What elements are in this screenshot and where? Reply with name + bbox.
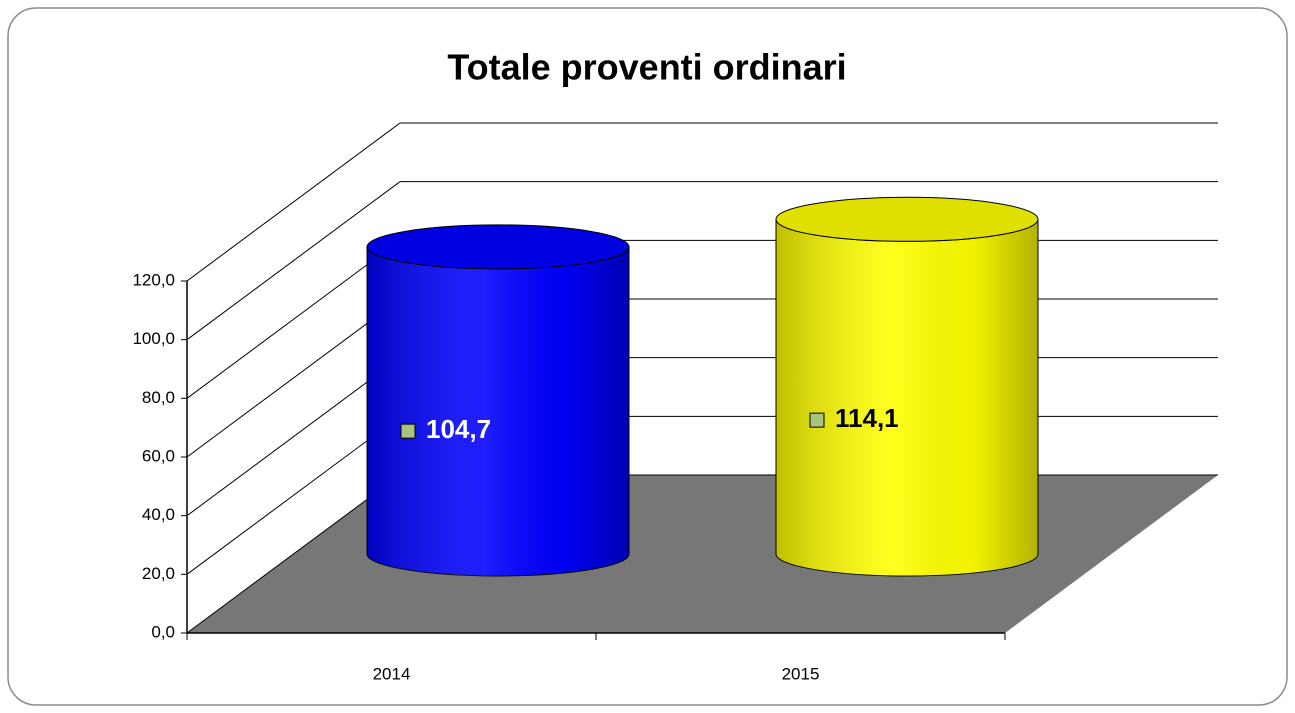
data-label: 104,7 <box>426 414 491 444</box>
side-grid-line <box>186 474 401 634</box>
y-tick-label: 40,0 <box>142 505 175 524</box>
side-grid-line <box>186 298 401 458</box>
side-grid-line <box>186 357 401 517</box>
y-tick-label: 20,0 <box>142 564 175 583</box>
side-grid-line <box>186 122 401 282</box>
y-tick-label: 0,0 <box>151 622 175 641</box>
x-tick-label: 2014 <box>373 664 411 683</box>
side-grid-line <box>186 239 401 399</box>
cylinder-shade <box>776 219 1038 576</box>
y-tick-label: 100,0 <box>132 329 175 348</box>
y-tick-label: 120,0 <box>132 270 175 289</box>
cylinder-top <box>366 224 630 270</box>
cylinder-top-shade <box>367 224 629 269</box>
data-label: 114,1 <box>835 403 899 433</box>
y-tick-label: 80,0 <box>142 388 175 407</box>
x-tick-label: 2015 <box>782 664 820 683</box>
side-grid-line <box>186 181 401 341</box>
cylinder-shade <box>367 246 629 576</box>
y-tick-label: 60,0 <box>142 446 175 465</box>
chart-title: Totale proventi ordinari <box>447 47 846 88</box>
label-marker <box>809 412 825 428</box>
side-grid-line <box>186 415 401 575</box>
cylinder-top-shade <box>776 197 1038 242</box>
cylinder-top <box>775 196 1039 242</box>
label-marker <box>400 423 416 439</box>
